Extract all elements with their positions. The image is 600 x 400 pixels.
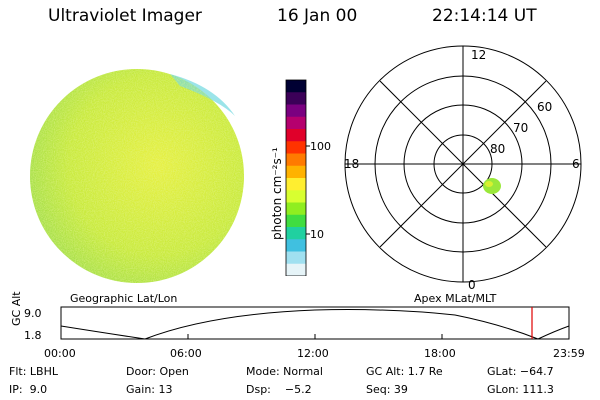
mlt-label-right: 6	[572, 157, 580, 171]
colorbar-band	[286, 92, 306, 105]
info-ip: IP: 9.0	[9, 383, 48, 396]
colorbar-band	[286, 80, 306, 93]
info-glon: GLon: 111.3	[487, 383, 554, 396]
colorbar-band	[286, 239, 306, 252]
info-glat: GLat: −64.7	[487, 365, 554, 378]
altitude-ytick-high: 9.0	[24, 307, 42, 320]
colorbar-band	[286, 227, 306, 240]
altitude-ytick-low: 1.8	[24, 329, 42, 342]
app-title: Ultraviolet Imager	[48, 6, 202, 26]
polar-caption: Apex MLat/MLT	[414, 292, 497, 305]
colorbar-band	[286, 165, 306, 179]
info-filter: Flt: LBHL	[9, 365, 58, 378]
colorbar-band	[286, 263, 306, 276]
mlt-label-bottom: 0	[468, 278, 476, 292]
colorbar-unit-label: photon cm⁻²s⁻¹	[270, 147, 284, 240]
colorbar-band	[286, 202, 306, 216]
xtick-0000: 00:00	[44, 347, 76, 360]
lat-label-80: 80	[490, 142, 505, 156]
polar-mlat-mlt-plot: 12 18 6 0 60 70 80	[344, 45, 582, 292]
xtick-0600: 06:00	[170, 347, 202, 360]
colorbar-band	[286, 116, 306, 130]
colorbar	[285, 79, 310, 276]
auroral-spot	[483, 178, 501, 194]
colorbar-band	[286, 129, 306, 142]
colorbar-band	[286, 153, 306, 167]
xtick-1800: 18:00	[424, 347, 456, 360]
info-door: Door: Open	[126, 365, 189, 378]
image-date: 16 Jan 00	[277, 6, 358, 26]
colorbar-band	[286, 104, 306, 118]
colorbar-band	[286, 178, 306, 191]
image-time: 22:14:14 UT	[432, 6, 537, 26]
lat-label-60: 60	[537, 100, 552, 114]
xtick-1200: 12:00	[297, 347, 329, 360]
colorbar-band	[286, 141, 306, 154]
mlt-label-left: 18	[344, 157, 359, 171]
xtick-2359: 23:59	[553, 347, 585, 360]
uv-image-disk	[30, 69, 244, 283]
info-seq: Seq: 39	[366, 383, 408, 396]
info-mode: Mode: Normal	[246, 365, 323, 378]
info-dsp: Dsp: −5.2	[246, 383, 312, 396]
colorbar-tick-100: 100	[310, 140, 331, 153]
lat-label-70: 70	[513, 121, 528, 135]
info-gain: Gain: 13	[126, 383, 173, 396]
altitude-strip-plot	[60, 306, 570, 340]
colorbar-band	[286, 190, 306, 203]
colorbar-band	[286, 251, 306, 265]
altitude-ylabel: GC Alt	[10, 291, 23, 326]
mlt-label-top: 12	[471, 48, 486, 62]
left-panel-caption: Geographic Lat/Lon	[70, 292, 178, 305]
colorbar-tick-10: 10	[310, 228, 324, 241]
info-gc-alt: GC Alt: 1.7 Re	[366, 365, 443, 378]
colorbar-band	[286, 214, 306, 228]
